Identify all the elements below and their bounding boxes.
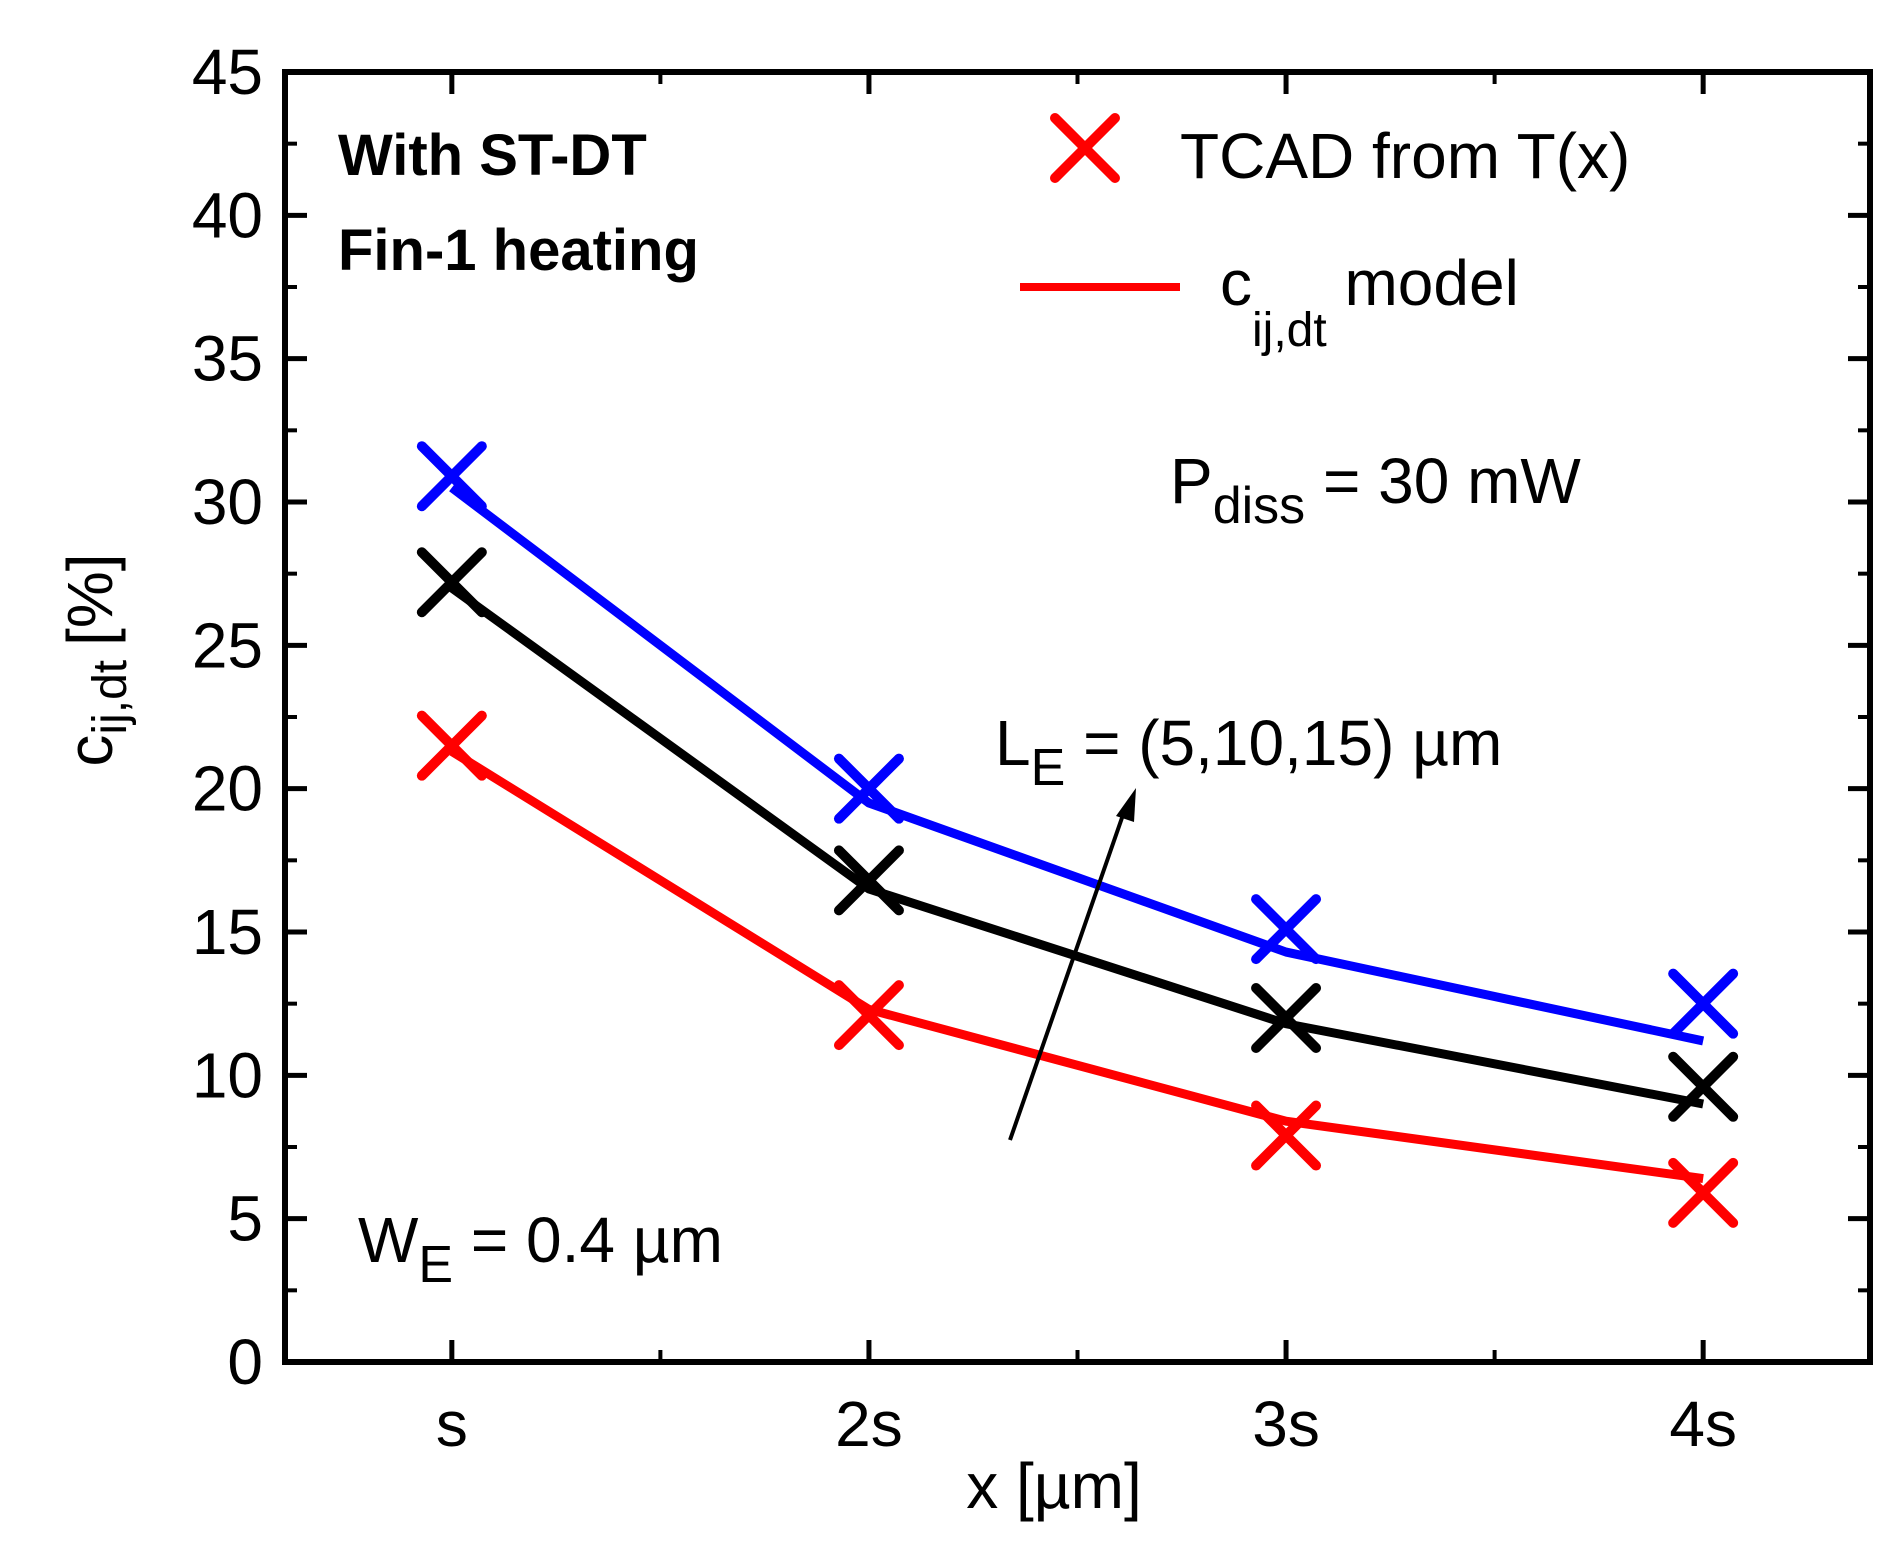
model-line-series [449, 747, 1704, 1183]
x-tick-label: s [436, 1388, 468, 1460]
legend-model-sub: ij,dt [1252, 304, 1327, 357]
y-label-sub: ij,dt [84, 660, 137, 735]
we-main: W [358, 1204, 419, 1276]
pdiss-main: P [1170, 445, 1213, 517]
tcad-point-marker [1668, 968, 1739, 1039]
tcad-point-marker [416, 441, 487, 512]
axis-ticks [285, 69, 1870, 1365]
model-line-series [449, 584, 1705, 1109]
x-axis-label: x [µm] [966, 1450, 1142, 1522]
x-tick-labels: s 2s 3s 4s [436, 1388, 1737, 1460]
le-trend-arrow [1008, 788, 1136, 1141]
tcad-point-marker [833, 753, 904, 824]
we-sub: E [418, 1236, 453, 1294]
y-axis-label: cij,dt [%] [54, 553, 137, 766]
x-tick-label: 3s [1252, 1388, 1320, 1460]
y-tick-label: 5 [227, 1183, 263, 1255]
y-tick-label: 15 [192, 896, 263, 968]
annotation-pdiss: Pdiss = 30 mW [1170, 445, 1581, 535]
y-tick-label: 0 [227, 1326, 263, 1398]
x-tick-label: 2s [835, 1388, 903, 1460]
y-label-unit: [%] [54, 553, 126, 645]
annotation-we: WE = 0.4 µm [358, 1204, 723, 1294]
arrow-shaft [1008, 811, 1126, 1141]
le-rest: = (5,10,15) µm [1065, 707, 1502, 779]
annotation-le: LE = (5,10,15) µm [995, 707, 1502, 797]
series-lines [449, 484, 1705, 1183]
y-tick-labels: 0 5 10 15 20 25 30 35 40 45 [192, 36, 263, 1398]
tcad-point-marker [1668, 1157, 1739, 1228]
annotation-condition: With ST-DT Fin-1 heating [338, 123, 699, 283]
tcad-point-marker [1251, 894, 1322, 965]
legend-x-marker [1050, 113, 1120, 183]
svg-text:cij,dt[%]: cij,dt [%] [54, 553, 137, 766]
le-sub: E [1031, 739, 1066, 797]
legend: TCAD from T(x) cij,dt model [1020, 113, 1630, 357]
tcad-markers [416, 441, 1739, 1228]
legend-model-main: c [1220, 247, 1252, 319]
tcad-point-marker [833, 980, 904, 1051]
y-tick-label: 10 [192, 1039, 263, 1111]
tcad-point-marker [1668, 1051, 1739, 1122]
legend-model-label: cij,dt model [1220, 247, 1519, 357]
y-tick-label: 30 [192, 466, 263, 538]
model-line-series [449, 484, 1705, 1046]
le-main: L [995, 707, 1031, 779]
y-tick-label: 40 [192, 179, 263, 251]
arrow-head [1116, 788, 1136, 822]
we-rest: = 0.4 µm [453, 1204, 723, 1276]
y-label-main: c [54, 735, 126, 767]
legend-tcad-marker [1050, 113, 1120, 183]
tcad-point-marker [1251, 1100, 1322, 1171]
legend-model-rest: model [1327, 247, 1519, 319]
pdiss-rest: = 30 mW [1305, 445, 1581, 517]
y-tick-label: 45 [192, 36, 263, 108]
tcad-point-marker [833, 845, 904, 916]
y-tick-label: 35 [192, 323, 263, 395]
tcad-point-marker [1251, 983, 1322, 1053]
annotation-fin-heating: Fin-1 heating [338, 218, 699, 283]
tcad-point-marker [416, 710, 487, 781]
annotation-with-st-dt: With ST-DT [338, 123, 647, 188]
pdiss-sub: diss [1213, 477, 1305, 535]
y-tick-label: 25 [192, 609, 263, 681]
x-tick-label: 4s [1669, 1388, 1737, 1460]
legend-tcad-label: TCAD from T(x) [1180, 120, 1630, 192]
tcad-point-marker [416, 547, 487, 618]
y-tick-label: 20 [192, 753, 263, 825]
